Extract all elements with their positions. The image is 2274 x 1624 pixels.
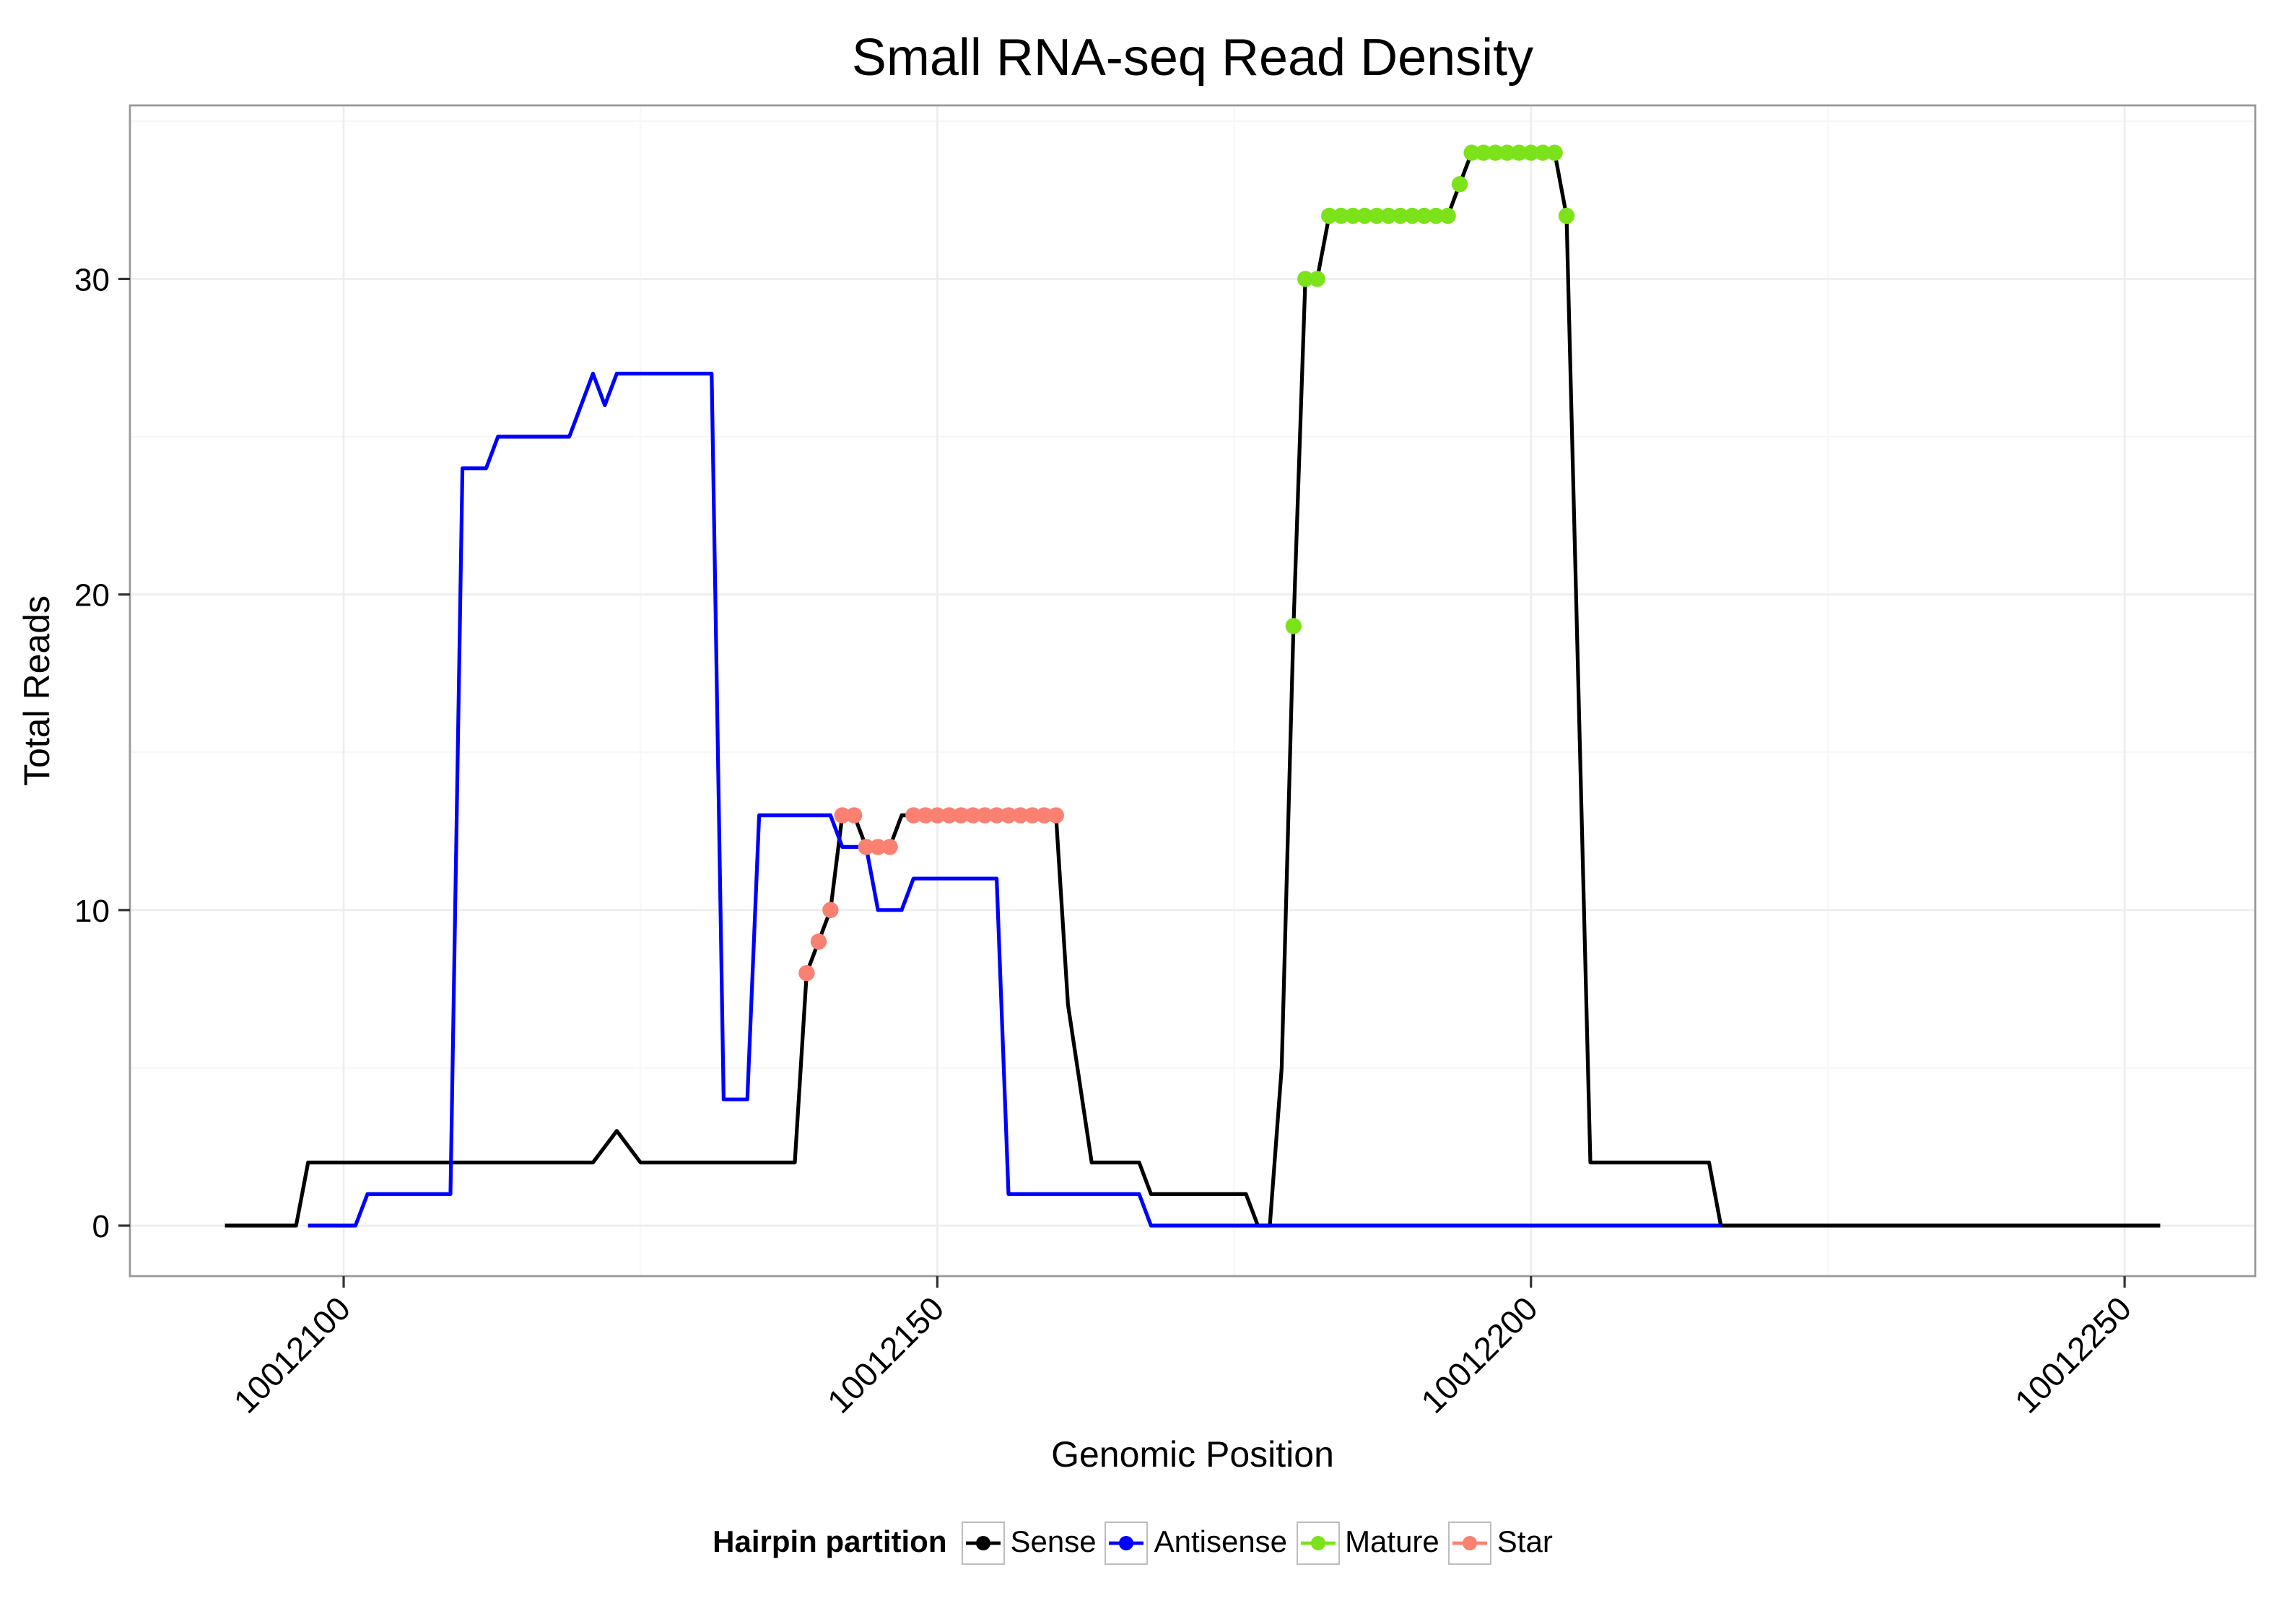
series-point-mature (1546, 144, 1563, 161)
x-tick-label: 10012200 (1413, 1289, 1544, 1420)
axis-titles: Genomic Position Total Reads (17, 595, 1334, 1475)
series-point-star (870, 839, 886, 855)
series-point-star (810, 933, 827, 950)
legend-key-star (1447, 1522, 1491, 1565)
series-point-star (798, 965, 815, 982)
series-point-mature (1499, 144, 1515, 161)
series-point-mature (1463, 144, 1480, 161)
series-point-star (929, 807, 946, 824)
y-axis-tick-labels: 0 10 20 30 (74, 262, 110, 1244)
gridlines-minor (130, 105, 2255, 1276)
series-point-mature (1511, 144, 1528, 161)
series-point-star (953, 807, 970, 824)
panel-bg-rect (130, 105, 2255, 1276)
x-tick-label: 10012250 (2008, 1289, 2138, 1420)
legend-key-glyph-icon (1300, 1536, 1336, 1550)
x-axis-tick-labels: 10012100 10012150 10012200 10012250 (227, 1289, 2139, 1420)
series-point-star (1000, 807, 1017, 824)
series-point-star (917, 807, 934, 824)
x-tick-label: 10012150 (820, 1289, 951, 1420)
series-point-star (977, 807, 993, 824)
series-point-mature (1416, 207, 1433, 224)
legend-label-star: Star (1497, 1526, 1553, 1559)
y-tick-label: 30 (74, 262, 110, 297)
series-point-star (822, 902, 839, 919)
legend-key-glyph-icon (1109, 1536, 1144, 1550)
series-line-antisense (308, 371, 1721, 1228)
series-point-mature (1321, 207, 1338, 224)
legend-title: Hairpin partition (713, 1526, 947, 1559)
legend-key-sense (961, 1522, 1005, 1565)
legend-item-antisense: Antisense (1105, 1522, 1296, 1565)
panel-background (130, 105, 2255, 1276)
series-point-mature (1356, 207, 1373, 224)
legend-key-glyph-icon (1452, 1536, 1487, 1550)
series-point-mature (1487, 144, 1504, 161)
series-point-mature (1297, 271, 1314, 287)
x-tick-label: 10012100 (227, 1289, 357, 1420)
y-tick-label: 10 (74, 894, 110, 929)
series-point-star (905, 807, 922, 824)
y-tick-label: 0 (92, 1209, 110, 1244)
series-point-mature (1333, 207, 1349, 224)
series-point-mature (1344, 207, 1362, 224)
panel-border (128, 104, 2257, 1278)
series-point-mature (1309, 271, 1325, 287)
series-point-star (1047, 807, 1065, 824)
legend-key-antisense (1105, 1522, 1149, 1565)
series-point-mature (1285, 618, 1302, 634)
series-point-mature (1439, 207, 1456, 224)
y-axis-title: Total Reads (17, 595, 57, 786)
y-tick-label: 20 (74, 578, 110, 614)
series-point-mature (1380, 207, 1397, 224)
x-axis-title: Genomic Position (1051, 1434, 1334, 1475)
legend-label-sense: Sense (1010, 1526, 1097, 1559)
legend-item-star: Star (1447, 1522, 1561, 1565)
series-point-mature (1475, 144, 1492, 161)
series-point-mature (1392, 207, 1409, 224)
legend-item-mature: Mature (1296, 1522, 1448, 1565)
series-point-mature (1368, 207, 1385, 224)
series-point-mature (1451, 176, 1468, 193)
chart-title: Small RNA-seq Read Density (852, 29, 1533, 87)
series-point-star (941, 807, 958, 824)
legend-label-antisense: Antisense (1154, 1526, 1288, 1559)
legend: Hairpin partition Sense Antisense (0, 1522, 2274, 1565)
series-point-star (858, 839, 875, 855)
series-point-mature (1404, 207, 1421, 224)
legend-key-glyph-icon (965, 1536, 1001, 1550)
series-point-star (988, 807, 1005, 824)
chart-title-group: Small RNA-seq Read Density (852, 29, 1533, 87)
series-point-mature (1558, 207, 1575, 224)
series-point-star (964, 807, 982, 824)
series-point-star (1024, 807, 1041, 824)
legend-key-mature (1296, 1522, 1340, 1565)
gridlines-major (130, 105, 2255, 1276)
series-point-star (834, 807, 851, 824)
legend-item-sense: Sense (961, 1522, 1105, 1565)
axis-ticks (118, 277, 2126, 1288)
series-point-star (1012, 807, 1029, 824)
legend-label-mature: Mature (1345, 1526, 1439, 1559)
series-point-mature (1428, 207, 1445, 224)
series-points (798, 144, 1575, 982)
panel-border-rect (128, 104, 2257, 1278)
series-point-mature (1535, 144, 1551, 161)
series-point-mature (1522, 144, 1539, 161)
series-point-star (846, 807, 863, 824)
series-point-star (881, 839, 898, 855)
series-point-star (1036, 807, 1053, 824)
